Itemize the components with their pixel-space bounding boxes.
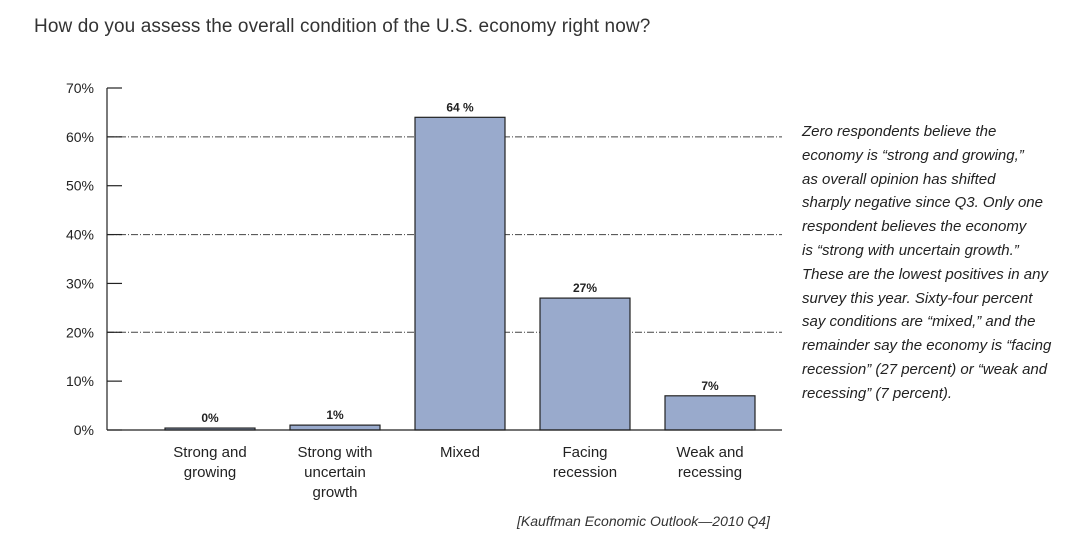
data-labels: 0% 1% 64 % 27% 7% [201, 100, 719, 425]
x-tick-label: growth [312, 484, 357, 501]
commentary-line: is “strong with uncertain growth.” [802, 241, 1019, 259]
commentary-line: survey this year. Sixty-four percent [802, 289, 1033, 307]
y-tick-label: 60% [66, 129, 94, 145]
bar [664, 395, 756, 431]
x-tick-label: Strong with [297, 444, 372, 461]
bar [414, 116, 506, 431]
commentary-line: respondent believes the economy [802, 218, 1027, 236]
y-tick-label: 70% [66, 80, 94, 96]
x-tick-label: Mixed [440, 444, 480, 461]
y-tick-label: 0% [74, 422, 94, 438]
commentary-line: as overall opinion has shifted [802, 170, 996, 188]
x-tick-label: Weak and [676, 444, 743, 461]
commentary-line: recessing” (7 percent). [802, 384, 953, 402]
y-tick-label: 20% [66, 324, 94, 340]
commentary-line: Zero respondents believe the [802, 123, 997, 140]
bar [289, 424, 381, 431]
commentary-line: remainder say the economy is “facing [802, 337, 1052, 355]
axes [106, 87, 782, 431]
commentary-line: say conditions are “mixed,” and the [802, 313, 1036, 331]
x-tick-label: uncertain [304, 464, 366, 481]
data-label: 1% [326, 408, 344, 422]
commentary-line: economy is “strong and growing,” [802, 146, 1024, 164]
data-label: 64 % [446, 100, 474, 114]
bars [164, 116, 756, 431]
x-tick-label: recessing [678, 464, 742, 481]
source-note: [Kauffman Economic Outlook—2010 Q4] [517, 513, 770, 529]
y-tick-label: 30% [66, 275, 94, 291]
x-tick-label: Strong and [173, 444, 246, 461]
y-tick-labels: 0% 10% 20% 30% 40% 50% 60% 70% [66, 80, 94, 438]
chart-title: How do you assess the overall condition … [34, 16, 651, 37]
y-tick-label: 40% [66, 227, 94, 243]
commentary-line: These are the lowest positives in any [802, 265, 1048, 283]
data-label: 7% [701, 379, 719, 393]
data-label: 0% [201, 411, 219, 425]
bar [539, 297, 631, 431]
commentary-line: recession” (27 percent) or “weak and [802, 360, 1048, 378]
commentary-text: Zero respondents believe the economy is “… [802, 120, 1077, 406]
x-tick-label: recession [553, 464, 617, 481]
y-tick-label: 10% [66, 373, 94, 389]
x-tick-label: Facing [562, 444, 607, 461]
data-label: 27% [573, 281, 597, 295]
x-tick-labels: Strong and growing Strong with uncertain gro… [173, 444, 743, 501]
y-tick-label: 50% [66, 178, 94, 194]
x-tick-label: growing [184, 464, 237, 481]
commentary-line: sharply negative since Q3. Only one [802, 194, 1043, 212]
